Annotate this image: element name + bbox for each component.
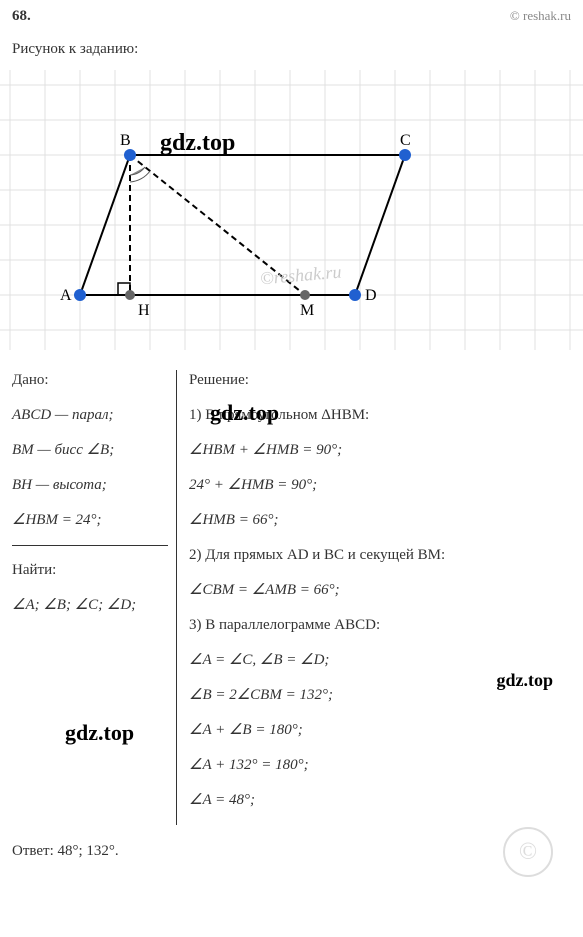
solution-step: ∠HBM + ∠HMB = 90°; <box>189 440 571 461</box>
diagram-svg: A H M D B C <box>0 70 583 350</box>
solution-step: ∠A + 132° = 180°; <box>189 755 571 776</box>
find-items: ∠A; ∠B; ∠C; ∠D; <box>12 595 168 616</box>
solution-title: Решение: <box>189 370 571 391</box>
svg-text:M: M <box>300 302 314 319</box>
divider <box>12 545 168 546</box>
solution-step: 24° + ∠HMB = 90°; <box>189 475 571 496</box>
solution-step: ∠A = 48°; <box>189 790 571 811</box>
given-title: Дано: <box>12 370 168 391</box>
given-column: Дано: ABCD — парал; BM — бисс ∠B; BH — в… <box>12 370 177 825</box>
watermark-gdz-4: gdz.top <box>496 670 553 691</box>
watermark-gdz-3: gdz.top <box>65 720 134 746</box>
solution-column: Решение: 1) В прямоугольном ΔHBM: ∠HBM +… <box>177 370 571 825</box>
copyright-text: © reshak.ru <box>510 8 571 25</box>
given-item: BH — высота; <box>12 475 168 496</box>
find-title: Найти: <box>12 560 168 581</box>
solution-step: ∠A + ∠B = 180°; <box>189 720 571 741</box>
solution-step: ∠CBM = ∠AMB = 66°; <box>189 580 571 601</box>
given-item: ∠HBM = 24°; <box>12 510 168 531</box>
solution-block: Дано: ABCD — парал; BM — бисс ∠B; BH — в… <box>0 350 583 835</box>
solution-step: 2) Для прямых AD и BC и секущей BM: <box>189 545 571 566</box>
problem-number: 68. <box>12 8 31 25</box>
svg-text:B: B <box>120 132 131 149</box>
solution-step: ∠A = ∠C, ∠B = ∠D; <box>189 650 571 671</box>
svg-text:H: H <box>138 302 150 319</box>
watermark-gdz-2: gdz.top <box>210 400 279 426</box>
solution-step: ∠HMB = 66°; <box>189 510 571 531</box>
geometry-diagram: A H M D B C gdz.top ©reshak.ru <box>0 70 583 350</box>
solution-step: 3) В параллелограмме ABCD: <box>189 615 571 636</box>
svg-text:A: A <box>60 287 72 304</box>
svg-text:C: C <box>400 132 411 149</box>
answer-text: Ответ: 48°; 132°. <box>0 835 583 868</box>
diagram-subtitle: Рисунок к заданию: <box>0 33 583 70</box>
watermark-gdz-1: gdz.top <box>160 130 235 157</box>
given-item: BM — бисс ∠B; <box>12 440 168 461</box>
copyright-circle: © <box>503 827 553 877</box>
svg-text:D: D <box>365 287 377 304</box>
given-item: ABCD — парал; <box>12 405 168 426</box>
